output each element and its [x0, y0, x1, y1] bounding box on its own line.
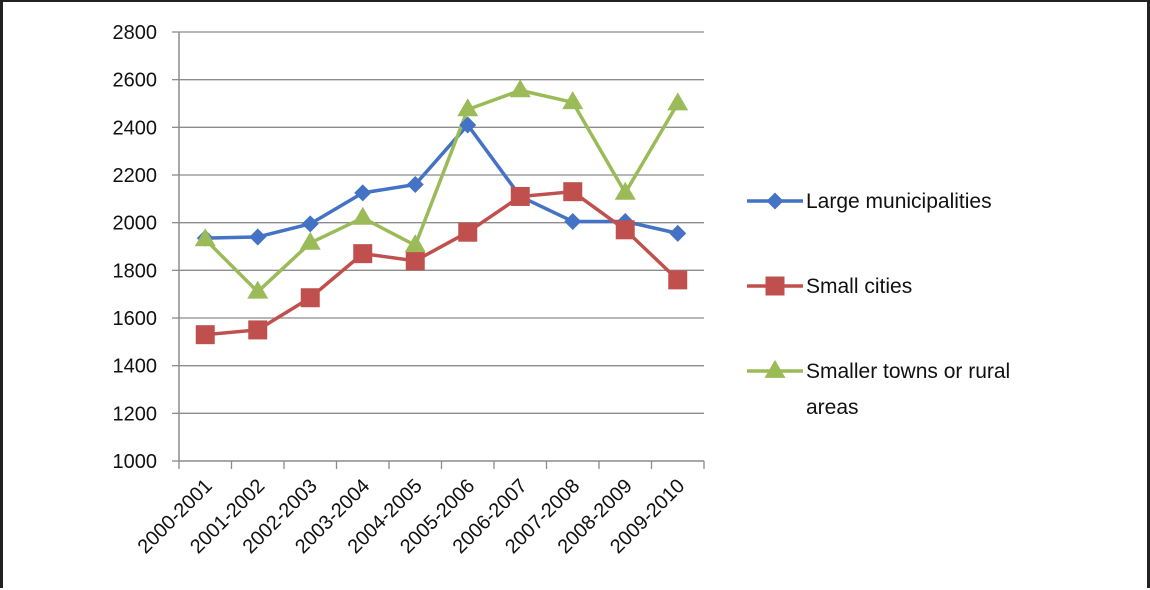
axes: [172, 31, 705, 469]
y-tick-label: 2000: [113, 213, 158, 235]
y-tick-label: 2400: [113, 117, 158, 139]
data-point-series-0: [301, 215, 319, 233]
data-point-series-0: [669, 224, 687, 242]
data-point-series-1: [563, 182, 583, 202]
legend-label: areas: [806, 396, 859, 419]
data-point-series-1: [195, 325, 215, 345]
y-tick-label: 1400: [113, 356, 158, 378]
data-point-series-2: [404, 234, 426, 253]
data-point-series-1: [458, 222, 478, 242]
y-tick-label: 1600: [113, 308, 158, 330]
legend-marker: [764, 359, 786, 378]
data-point-series-1: [353, 244, 373, 264]
data-point-series-0: [406, 176, 424, 194]
data-point-series-2: [562, 91, 584, 110]
data-point-series-2: [299, 231, 321, 250]
data-point-series-1: [248, 320, 268, 340]
data-point-series-1: [510, 186, 530, 206]
y-tick-label: 1200: [113, 403, 158, 425]
y-tick-label: 2800: [113, 22, 158, 44]
y-tick-label: 2200: [113, 165, 158, 187]
legend-label: Small cities: [806, 275, 912, 298]
data-point-series-1: [405, 251, 425, 271]
data-point-series-2: [457, 98, 479, 117]
series-lines: [204, 88, 680, 337]
data-point-series-1: [668, 270, 688, 290]
data-point-series-0: [564, 212, 582, 230]
data-point-series-2: [194, 228, 216, 247]
series-line-1: [205, 189, 679, 337]
data-point-series-2: [352, 206, 374, 225]
data-point-series-0: [459, 116, 477, 134]
legend-marker: [766, 192, 784, 210]
series-line-0: [205, 123, 679, 240]
series-line-2: [204, 88, 680, 294]
series-markers: [194, 79, 689, 345]
x-axis-tick-labels: 2000-20012001-20022002-20032003-20042004…: [134, 475, 690, 558]
data-point-series-2: [509, 79, 531, 98]
data-point-series-2: [247, 280, 269, 299]
data-point-series-1: [300, 288, 320, 308]
legend-marker: [765, 276, 785, 296]
y-tick-label: 2600: [113, 70, 158, 92]
legend-label: Smaller towns or rural: [806, 360, 1010, 383]
data-point-series-2: [614, 181, 636, 200]
data-point-series-2: [667, 92, 689, 111]
y-tick-label: 1800: [113, 260, 158, 282]
data-point-series-1: [615, 220, 635, 240]
y-tick-label: 1000: [113, 451, 158, 473]
data-point-series-0: [249, 228, 267, 246]
legend: Large municipalities Small cities Smaller …: [747, 190, 1010, 419]
y-axis-tick-labels: 1000 1200 1400 1600 1800 2000 2200 2400 2600 2800: [113, 22, 158, 473]
line-chart: 1000 1200 1400 1600 1800 2000 2200 2400 2600 2800…: [113, 22, 1011, 558]
data-point-series-0: [354, 184, 372, 202]
legend-label: Large municipalities: [806, 190, 992, 213]
